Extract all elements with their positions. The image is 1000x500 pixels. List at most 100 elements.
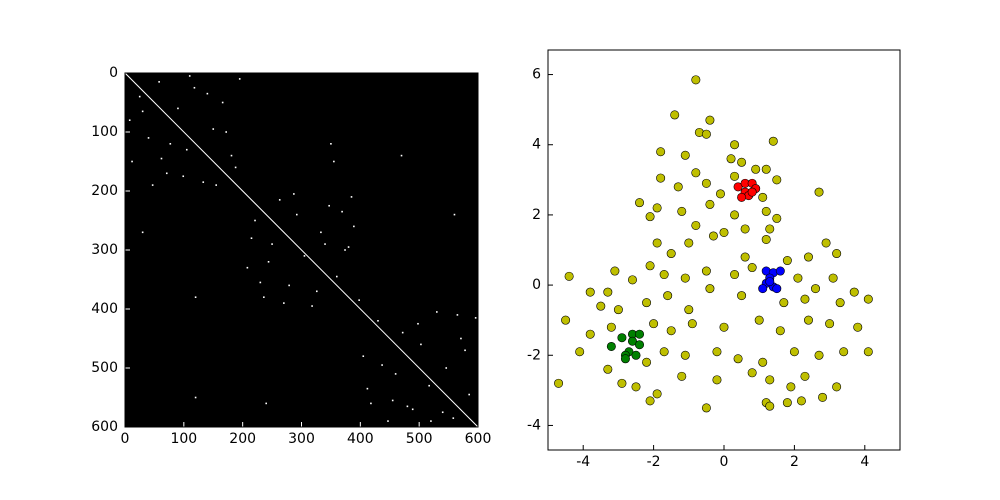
point	[730, 171, 740, 181]
pixel	[254, 219, 256, 222]
pixel	[259, 281, 262, 284]
point	[635, 329, 645, 339]
pixel	[293, 193, 295, 195]
point	[737, 157, 747, 167]
point	[606, 341, 616, 351]
pixel	[206, 92, 209, 95]
pixel	[212, 128, 215, 130]
x-tick-label: 200	[229, 431, 256, 447]
pixel	[436, 311, 438, 313]
point	[811, 284, 821, 294]
pixel	[188, 75, 191, 77]
point	[627, 275, 637, 285]
point	[627, 336, 637, 346]
point	[708, 231, 718, 241]
pixel	[344, 249, 346, 251]
y-tick-label: 2	[532, 207, 541, 223]
point	[765, 401, 775, 411]
pixel	[147, 137, 150, 139]
point	[772, 284, 782, 294]
pixel	[315, 290, 318, 293]
point	[684, 238, 694, 248]
point	[656, 147, 666, 157]
point	[814, 350, 824, 360]
pixel	[460, 337, 462, 340]
pixel	[453, 213, 456, 216]
pixel	[464, 349, 466, 352]
pixel	[225, 131, 227, 133]
point	[863, 294, 873, 304]
point	[642, 357, 652, 367]
x-tick-label: -2	[647, 454, 661, 470]
point	[719, 322, 729, 332]
point	[775, 326, 785, 336]
point	[652, 238, 662, 248]
pixel	[366, 387, 369, 390]
point	[733, 182, 743, 192]
pixel	[160, 157, 163, 160]
y-tick-label: 600	[91, 419, 118, 435]
point	[758, 357, 768, 367]
pixel	[411, 408, 414, 411]
point	[821, 238, 831, 248]
point	[719, 227, 729, 237]
pixel	[336, 275, 338, 278]
x-tick-label: -4	[576, 454, 590, 470]
point	[585, 287, 595, 297]
point	[765, 224, 775, 234]
point	[691, 220, 701, 230]
point	[712, 375, 722, 385]
point	[730, 210, 740, 220]
pixel	[151, 184, 154, 186]
pixel	[428, 384, 430, 387]
pixel	[141, 231, 144, 234]
y-tick-label: 200	[91, 183, 118, 199]
pixel	[177, 107, 179, 110]
point	[701, 178, 711, 188]
pixel	[131, 160, 133, 163]
point	[737, 291, 747, 301]
y-tick-label: 0	[532, 277, 541, 293]
pixel	[350, 196, 353, 198]
point	[740, 252, 750, 262]
point	[670, 110, 680, 120]
point	[786, 382, 796, 392]
point	[758, 192, 768, 202]
point	[635, 198, 645, 208]
y-tick-label: 300	[91, 242, 118, 258]
point	[564, 271, 574, 281]
point	[610, 266, 620, 276]
pixel	[238, 78, 241, 80]
point	[705, 284, 715, 294]
pixel	[394, 373, 397, 375]
axes-frame	[547, 49, 901, 451]
pixel	[250, 237, 253, 239]
point	[782, 256, 792, 266]
point	[603, 287, 613, 297]
pixel	[370, 402, 372, 405]
point	[800, 294, 810, 304]
point	[617, 378, 627, 388]
point	[832, 382, 842, 392]
y-tick-label: 6	[532, 67, 541, 83]
axes-frame	[124, 72, 479, 428]
y-tick-label: 400	[91, 301, 118, 317]
point	[772, 175, 782, 185]
pixel	[128, 119, 131, 121]
pixel	[391, 399, 394, 402]
point	[796, 396, 806, 406]
pixel	[263, 296, 265, 298]
pixel	[221, 101, 224, 104]
point	[620, 354, 630, 364]
point	[684, 305, 694, 315]
point	[635, 340, 645, 350]
pixel	[283, 302, 285, 304]
point	[680, 350, 690, 360]
pixel	[381, 364, 383, 366]
pixel	[271, 243, 273, 245]
pixel	[401, 331, 404, 334]
point	[818, 392, 828, 402]
point	[663, 291, 673, 301]
y-tick-label: 0	[109, 65, 118, 81]
point	[631, 350, 641, 360]
